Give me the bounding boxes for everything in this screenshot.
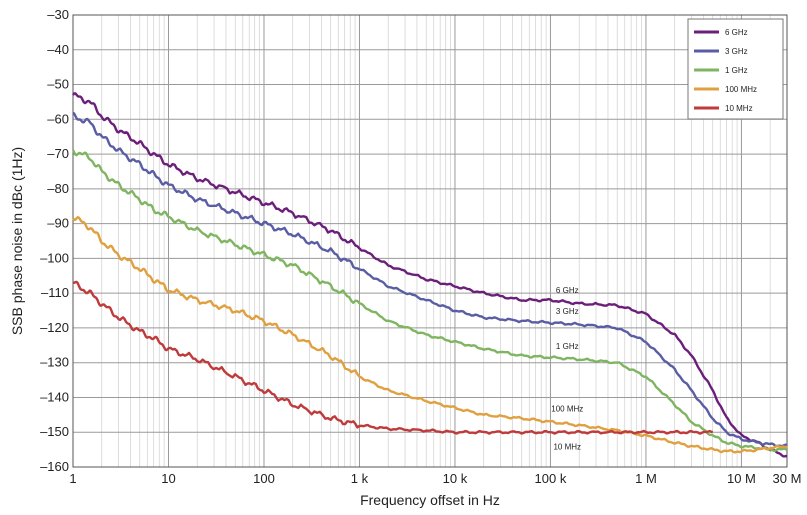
series-line: [72, 280, 714, 435]
y-tick-label: –60: [47, 111, 69, 126]
legend-label: 1 GHz: [725, 66, 748, 75]
y-tick-label: –150: [40, 424, 69, 439]
series-annotation: 1 GHz: [556, 342, 579, 351]
x-tick-label: 10 k: [443, 471, 468, 486]
y-tick-label: –30: [47, 7, 69, 22]
plot-frame: [72, 14, 788, 468]
series-lines: [71, 92, 788, 458]
y-tick-label: –120: [40, 320, 69, 335]
y-tick-label: –140: [40, 389, 69, 404]
series-line: [72, 216, 788, 454]
x-tick-label: 10 M: [727, 471, 756, 486]
y-tick-label: –100: [40, 250, 69, 265]
minor-grid: [101, 15, 771, 467]
x-tick-label: 1 M: [635, 471, 657, 486]
series-line: [71, 149, 788, 452]
legend: 6 GHz 3 GHz 1 GHz 100 MHz 10 MHz: [687, 18, 784, 120]
y-tick-label: –80: [47, 181, 69, 196]
y-tick-label: –110: [41, 285, 69, 300]
y-tick-label: –70: [47, 146, 69, 161]
x-tick-labels: 1 10 100 1 k 10 k 100 k 1 M 10 M 30 M: [69, 471, 801, 486]
x-tick-label: 100: [253, 471, 275, 486]
legend-label: 3 GHz: [725, 47, 748, 56]
series-annotation: 6 GHz: [556, 286, 579, 295]
series-annotation: 3 GHz: [556, 307, 579, 316]
series-annotation: 100 MHz: [551, 404, 583, 413]
x-tick-label: 10: [161, 471, 175, 486]
x-tick-label: 30 M: [773, 471, 802, 486]
x-tick-label: 1: [69, 471, 76, 486]
y-tick-label: –90: [47, 216, 69, 231]
y-axis-title: SSB phase noise in dBc (1Hz): [9, 147, 25, 335]
x-axis-title: Frequency offset in Hz: [360, 492, 500, 508]
y-tick-label: –130: [40, 355, 69, 370]
legend-label: 100 MHz: [725, 85, 757, 94]
series-annotation: 10 MHz: [553, 443, 581, 452]
y-tick-labels: –30 –40 –50 –60 –70 –80 –90 –100 –110 –120 –130 –14…: [40, 7, 69, 474]
legend-label: 6 GHz: [725, 28, 748, 37]
series-line: [72, 92, 788, 458]
y-tick-label: –40: [47, 42, 69, 57]
x-tick-label: 1 k: [351, 471, 369, 486]
y-tick-label: –50: [47, 77, 69, 92]
legend-label: 10 MHz: [725, 104, 753, 113]
series-line: [72, 111, 788, 448]
y-tick-label: –160: [40, 459, 69, 474]
x-tick-label: 100 k: [535, 471, 567, 486]
series-annotations: 6 GHz 3 GHz 1 GHz 100 MHz 10 MHz: [551, 286, 583, 451]
